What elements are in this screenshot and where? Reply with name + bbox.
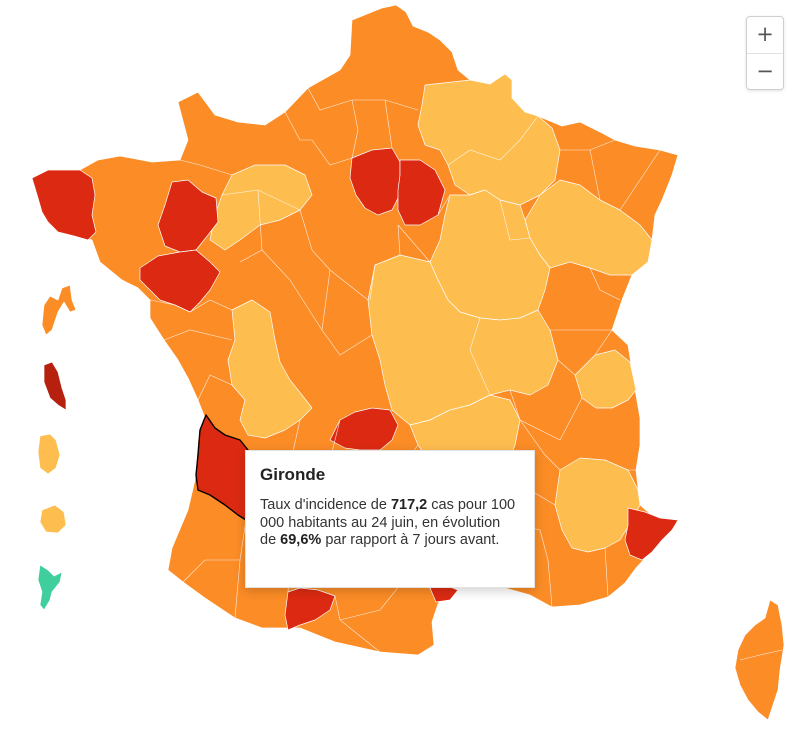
zoom-out-button[interactable]: − — [747, 53, 783, 89]
region-alps-north — [574, 349, 637, 409]
corsica — [734, 599, 785, 721]
zoom-control: + − — [746, 16, 784, 90]
overseas-reunion — [39, 504, 67, 534]
tooltip-department-name: Gironde — [260, 465, 326, 484]
region-alps-south — [554, 457, 641, 553]
dept-maine-et-loire — [139, 249, 221, 313]
dept-finistere — [31, 169, 97, 241]
overseas-mayotte — [37, 564, 63, 611]
region-lot-perigord — [227, 299, 313, 439]
department-tooltip: Gironde Taux d'incidence de 717,2 cas po… — [245, 450, 535, 588]
tooltip-text-suffix: par rapport à 7 jours avant. — [321, 532, 500, 548]
overseas-guadeloupe — [41, 284, 77, 336]
tooltip-change-percent: 69,6% — [280, 532, 322, 548]
tooltip-text-middle: cas pour 100 000 habitants au 24 juin, e… — [260, 497, 516, 548]
tooltip-text-prefix: Taux d'incidence de — [260, 497, 391, 513]
overseas-martinique — [43, 361, 67, 411]
corsica-border — [739, 649, 783, 661]
dept-alpes-maritimes — [624, 507, 679, 561]
zoom-in-button[interactable]: + — [756, 22, 774, 46]
region-ile-de-france-west — [349, 147, 401, 216]
overseas-guyane — [37, 433, 61, 475]
dept-gironde — [195, 414, 249, 521]
dept-seine-et-marne — [397, 159, 446, 226]
tooltip-incidence-rate: 717,2 — [390, 497, 428, 513]
tooltip-description: Taux d'incidence de 717,2 cas pour 100 0… — [260, 497, 520, 550]
dept-haute-pyrenees — [284, 587, 336, 631]
region-centre — [367, 254, 559, 426]
dept-cantal-aveyron-north — [329, 407, 399, 451]
dept-mayenne — [157, 179, 219, 253]
